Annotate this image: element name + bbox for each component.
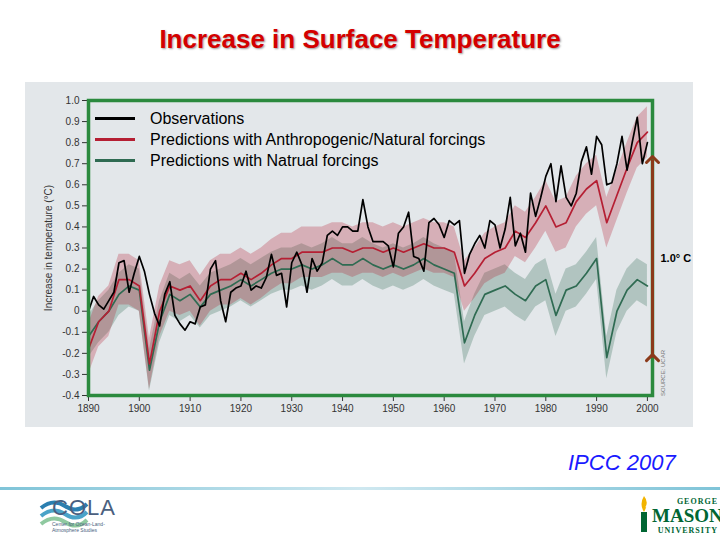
svg-text:Increase in temperature (°C): Increase in temperature (°C)	[43, 185, 54, 311]
svg-text:1990: 1990	[585, 403, 608, 414]
svg-text:1930: 1930	[281, 403, 304, 414]
svg-text:2000: 2000	[636, 403, 659, 414]
html-text:Increase in Surface Temperatur: Increase in Surface Temperature	[159, 24, 561, 54]
svg-text:0.9: 0.9	[66, 116, 80, 127]
svg-text:1.0: 1.0	[66, 95, 80, 106]
html-text:Predictions with Natrual forci: Predictions with Natrual forcings	[150, 152, 379, 169]
svg-text:1970: 1970	[484, 403, 507, 414]
html-text:IPCC 2007: IPCC 2007	[568, 450, 676, 475]
svg-text:1940: 1940	[331, 403, 354, 414]
svg-text:-0.3: -0.3	[62, 369, 80, 380]
svg-text:0.3: 0.3	[66, 242, 80, 253]
svg-text:0: 0	[74, 305, 80, 316]
svg-text:1980: 1980	[535, 403, 558, 414]
svg-text:1950: 1950	[382, 403, 405, 414]
html-text:UNIVERSITY: UNIVERSITY	[657, 526, 718, 535]
html-text:SOURCE: UCAR: SOURCE: UCAR	[660, 350, 666, 396]
svg-text:-0.1: -0.1	[62, 326, 80, 337]
svg-text:0.1: 0.1	[66, 284, 80, 295]
svg-text:1.0° C: 1.0° C	[661, 252, 692, 264]
html-text:COLA: COLA	[52, 495, 116, 520]
html-text:GEORGE: GEORGE	[676, 497, 718, 506]
svg-text:0.5: 0.5	[66, 200, 80, 211]
svg-text:0.7: 0.7	[66, 158, 80, 169]
svg-text:1900: 1900	[128, 403, 151, 414]
svg-text:-0.2: -0.2	[62, 348, 80, 359]
html-text:Observations: Observations	[150, 110, 245, 127]
svg-text:0.6: 0.6	[66, 179, 80, 190]
html-text:Center for Ocean-Land-Atmosphe: Center for Ocean-Land-Atmosphere Studies	[52, 521, 105, 533]
svg-text:1890: 1890	[77, 403, 100, 414]
svg-text:0.4: 0.4	[66, 221, 80, 232]
svg-text:1920: 1920	[230, 403, 253, 414]
svg-text:1910: 1910	[179, 403, 202, 414]
html-text:Predictions with Anthropogenic: Predictions with Anthropogenic/Natural f…	[150, 131, 486, 148]
svg-text:-0.4: -0.4	[62, 390, 80, 401]
svg-text:0.8: 0.8	[66, 137, 80, 148]
svg-text:1960: 1960	[433, 403, 456, 414]
svg-text:0.2: 0.2	[66, 263, 80, 274]
